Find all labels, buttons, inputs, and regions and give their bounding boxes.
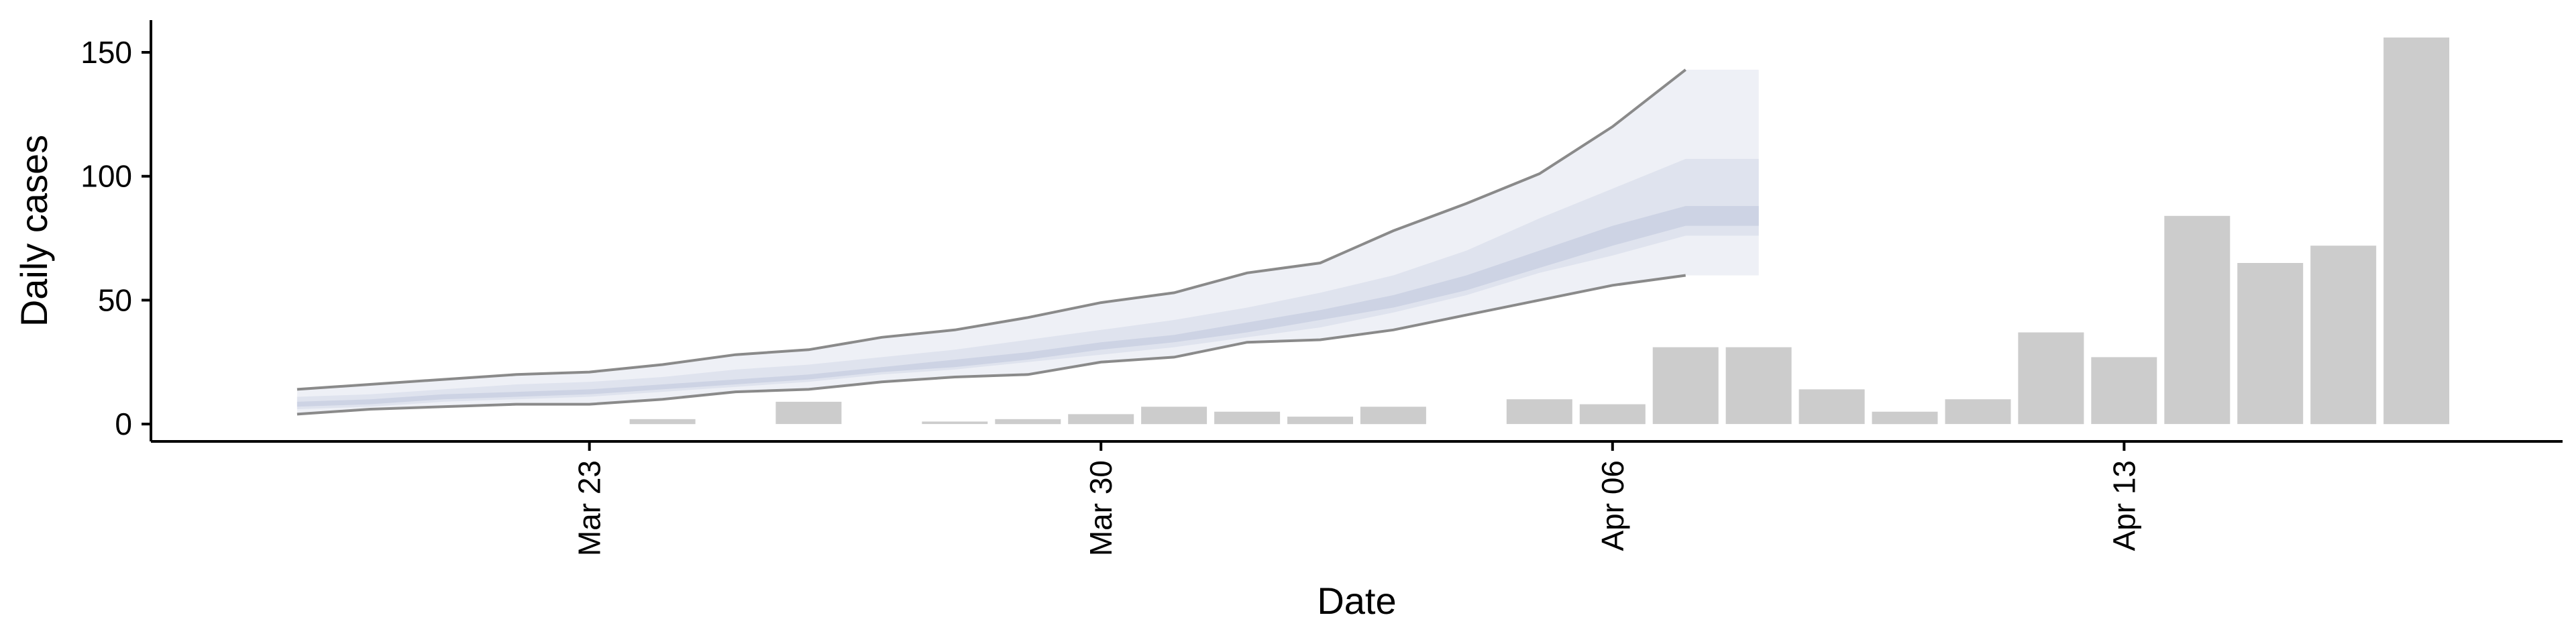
y-tick-label: 0	[115, 407, 132, 441]
forecast-outer-band	[297, 69, 1759, 415]
bars-layer	[629, 37, 2450, 425]
x-tick-label: Apr 06	[1595, 460, 1630, 551]
bar	[1579, 404, 1646, 425]
bar	[775, 401, 842, 425]
bar	[1068, 414, 1134, 425]
bar	[2383, 37, 2450, 425]
bar	[1725, 347, 1792, 425]
bar	[1360, 407, 1426, 425]
bar	[1945, 399, 2011, 425]
x-tick-label: Apr 13	[2106, 460, 2141, 551]
bar	[629, 419, 696, 425]
bar	[1506, 399, 1572, 425]
bar	[1141, 407, 1208, 425]
bar	[2310, 246, 2377, 425]
bar	[2237, 263, 2304, 425]
y-tick-label: 100	[80, 159, 132, 194]
bar	[2164, 215, 2231, 425]
bar	[2091, 357, 2157, 425]
y-axis-title: Daily cases	[13, 135, 55, 327]
bar	[1287, 417, 1353, 425]
bar	[2018, 332, 2084, 425]
bar	[995, 419, 1061, 425]
bar	[1652, 347, 1719, 425]
ticks-layer: 0 50 100 150 Mar 23 Mar 30 Apr 06 Apr 13	[80, 35, 2141, 556]
x-tick-label: Mar 30	[1083, 460, 1118, 556]
bar	[1214, 411, 1281, 425]
bar	[1872, 411, 1938, 425]
forecast-lower-line	[297, 274, 1686, 416]
x-tick-label: Mar 23	[572, 460, 607, 556]
y-tick-label: 150	[80, 35, 132, 70]
forecast-upper-line	[297, 68, 1686, 391]
bar	[1799, 389, 1865, 425]
bar	[922, 421, 988, 425]
forecast-layer	[297, 68, 1759, 416]
y-tick-label: 50	[98, 282, 132, 317]
forecast-inner-band	[297, 206, 1759, 407]
x-axis-title: Date	[1317, 580, 1396, 622]
